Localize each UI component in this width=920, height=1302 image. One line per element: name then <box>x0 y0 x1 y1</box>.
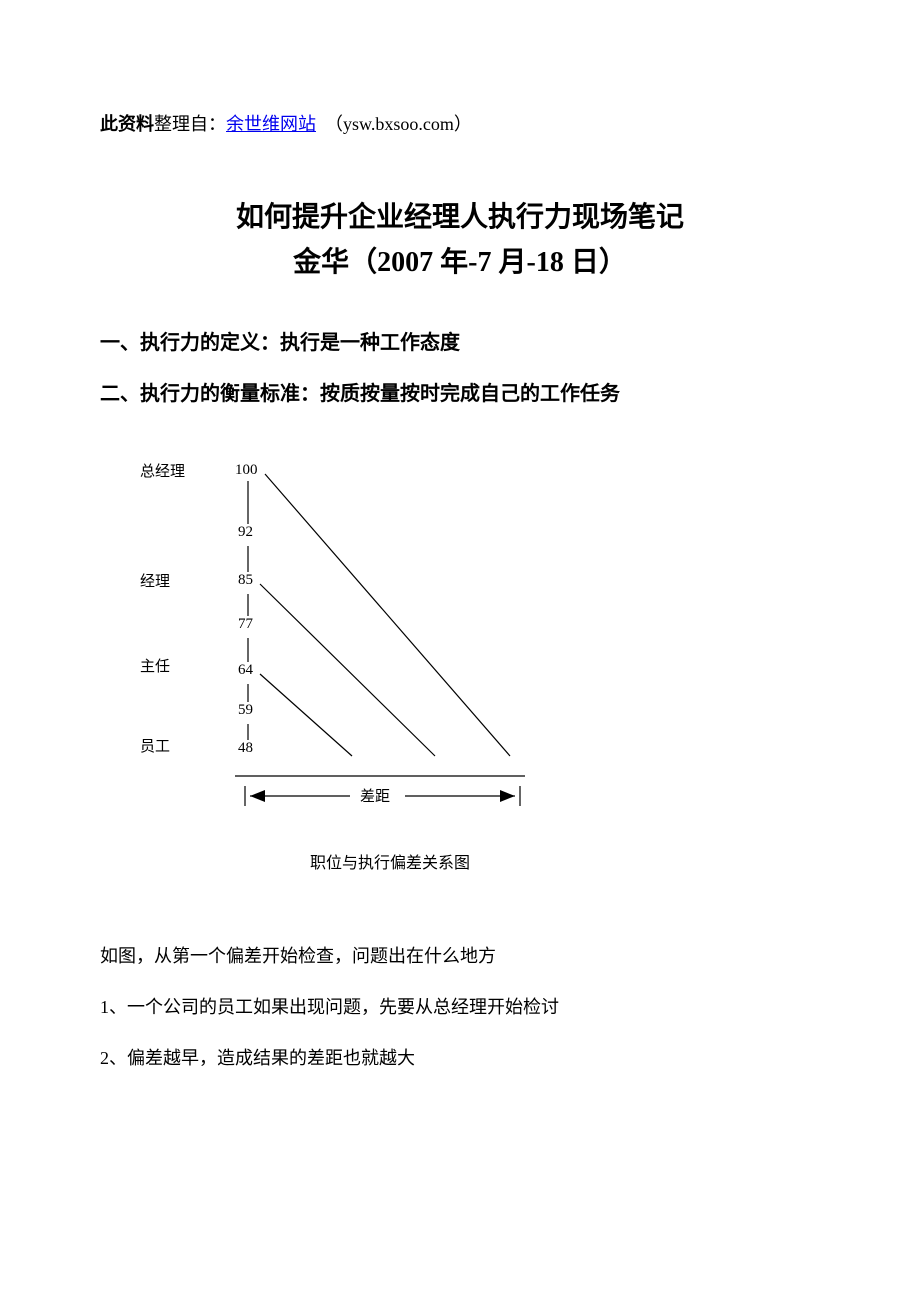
source-link[interactable]: 余世维网站 <box>226 114 316 134</box>
svg-text:经理: 经理 <box>140 573 170 590</box>
title-line-1: 如何提升企业经理人执行力现场笔记 <box>100 196 820 241</box>
source-label: 整理自： <box>154 114 226 134</box>
paragraph-3: 2、偏差越早，造成结果的差距也就越大 <box>100 1045 820 1072</box>
chart-svg: 总经理经理主任员工 100 92 85 77 64 59 48 差距 <box>130 456 560 826</box>
svg-text:59: 59 <box>238 702 253 718</box>
svg-text:差距: 差距 <box>360 788 390 805</box>
title-line-2: 金华（2007 年-7 月-18 日） <box>100 241 820 286</box>
chart-caption: 职位与执行偏差关系图 <box>180 849 600 873</box>
paragraph-2: 1、一个公司的员工如果出现问题，先要从总经理开始检讨 <box>100 994 820 1021</box>
svg-text:85: 85 <box>238 572 253 588</box>
source-line: 此资料整理自：余世维网站 （ysw.bxsoo.com） <box>100 110 820 136</box>
svg-text:员工: 员工 <box>140 739 170 755</box>
paragraph-1: 如图，从第一个偏差开始检查，问题出在什么地方 <box>100 943 820 970</box>
svg-text:100: 100 <box>235 462 258 478</box>
svg-text:77: 77 <box>238 616 254 632</box>
svg-text:主任: 主任 <box>140 658 170 675</box>
title-block: 如何提升企业经理人执行力现场笔记 金华（2007 年-7 月-18 日） <box>100 196 820 286</box>
svg-text:64: 64 <box>238 662 254 678</box>
svg-text:总经理: 总经理 <box>140 463 185 480</box>
deviation-chart: 总经理经理主任员工 100 92 85 77 64 59 48 差距 <box>130 456 820 831</box>
section-2: 二、执行力的衡量标准：按质按量按时完成自己的工作任务 <box>100 377 820 406</box>
source-url: （ysw.bxsoo.com） <box>325 114 472 134</box>
source-prefix: 此资料 <box>100 114 154 134</box>
section-1: 一、执行力的定义：执行是一种工作态度 <box>100 326 820 355</box>
svg-text:48: 48 <box>238 740 253 756</box>
svg-text:92: 92 <box>238 524 253 540</box>
